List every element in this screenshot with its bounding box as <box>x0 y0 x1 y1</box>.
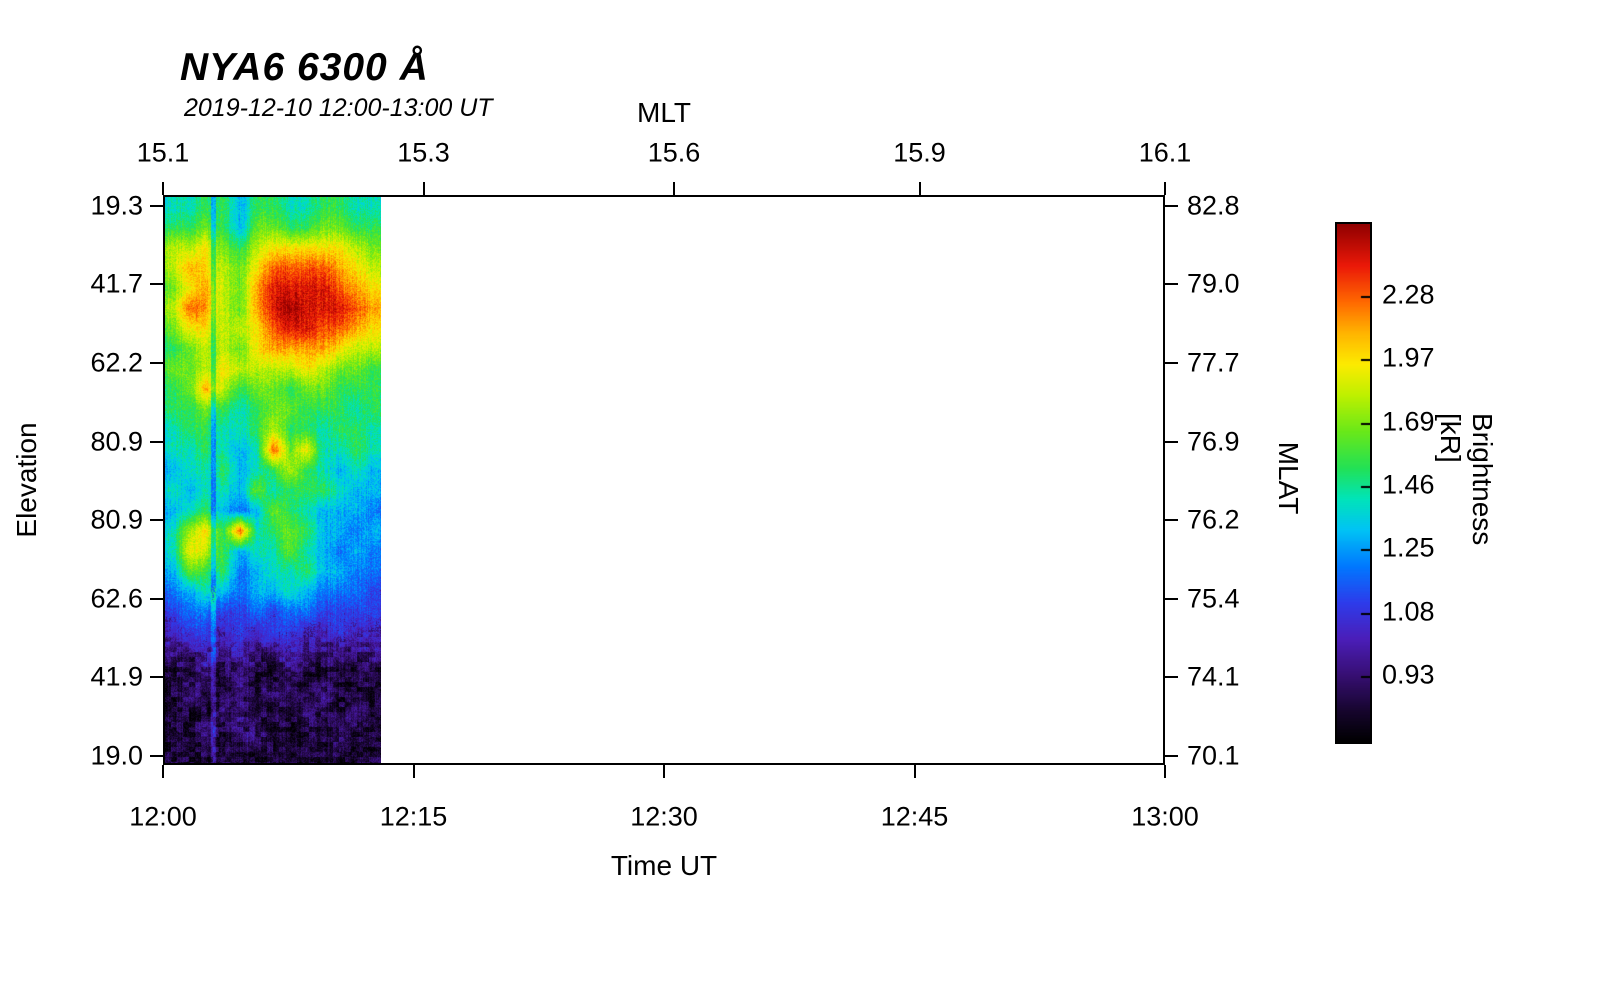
left-tick <box>150 754 163 757</box>
bottom-tick-label: 12:30 <box>630 801 698 832</box>
top-tick <box>1164 182 1166 195</box>
right-axis-title: MLAT <box>1273 441 1304 515</box>
left-tick-label: 41.7 <box>90 268 143 299</box>
left-tick <box>150 204 163 207</box>
right-tick-label: 82.8 <box>1187 190 1240 221</box>
left-tick-label: 19.0 <box>90 740 143 771</box>
left-axis-title: Elevation <box>11 422 42 538</box>
left-tick-label: 80.9 <box>90 504 143 535</box>
top-tick <box>673 182 676 195</box>
top-tick-label: 15.9 <box>893 137 946 168</box>
left-tick <box>150 597 163 600</box>
left-tick <box>150 361 163 364</box>
right-tick-label: 76.9 <box>1187 426 1240 457</box>
bottom-tick-label: 12:15 <box>379 801 448 832</box>
heatmap-canvas <box>165 197 381 763</box>
bottom-tick-label: 13:00 <box>1131 801 1199 832</box>
top-tick-label: 15.6 <box>647 137 701 168</box>
top-tick <box>162 182 164 195</box>
bottom-tick <box>663 765 665 778</box>
colorbar-canvas <box>1337 224 1370 742</box>
left-tick-label: 62.2 <box>90 347 143 378</box>
colorbar-tick-label: 1.25 <box>1382 532 1435 563</box>
right-tick-label: 79.0 <box>1187 268 1240 299</box>
colorbar-tick-label: 1.46 <box>1382 469 1435 500</box>
right-tick-label: 77.7 <box>1187 347 1240 378</box>
top-tick-label: 16.1 <box>1138 137 1192 168</box>
right-tick <box>1165 283 1178 286</box>
top-axis-title: MLT <box>637 97 691 128</box>
right-tick <box>1165 204 1178 207</box>
right-tick-label: 76.2 <box>1187 504 1240 535</box>
bottom-tick-label: 12:00 <box>129 801 197 832</box>
right-tick <box>1165 361 1178 364</box>
right-tick-label: 75.4 <box>1187 583 1240 614</box>
left-tick-label: 19.3 <box>90 190 143 221</box>
left-tick-label: 62.6 <box>90 583 143 614</box>
bottom-tick <box>162 765 164 778</box>
plot-area <box>163 195 1165 765</box>
left-tick <box>150 283 163 286</box>
bottom-tick <box>1164 765 1166 778</box>
bottom-tick <box>913 765 916 778</box>
right-tick-label: 70.1 <box>1187 740 1240 771</box>
right-tick <box>1165 519 1178 522</box>
top-tick-label: 15.1 <box>136 137 190 168</box>
right-tick-label: 74.1 <box>1187 661 1240 692</box>
colorbar-tick-label: 1.08 <box>1382 596 1435 627</box>
left-tick <box>150 519 163 522</box>
chart-subtitle: 2019-12-10 12:00-13:00 UT <box>184 94 493 122</box>
bottom-tick-label: 12:45 <box>880 801 949 832</box>
right-tick <box>1165 440 1178 443</box>
left-tick <box>150 676 163 679</box>
left-tick-label: 41.9 <box>90 661 143 692</box>
left-tick-label: 80.9 <box>90 426 143 457</box>
bottom-tick <box>412 765 415 778</box>
colorbar-tick-label: 1.97 <box>1382 342 1435 373</box>
top-tick <box>918 182 921 195</box>
colorbar-tick-label: 0.93 <box>1382 659 1435 690</box>
chart-title: NYA6 6300 Å <box>180 46 429 89</box>
top-tick <box>422 182 425 195</box>
top-tick-label: 15.3 <box>397 137 450 168</box>
colorbar-tick-label: 2.28 <box>1382 279 1435 310</box>
right-tick <box>1165 754 1178 757</box>
colorbar <box>1335 222 1372 744</box>
left-tick <box>150 440 163 443</box>
right-tick <box>1165 676 1178 679</box>
colorbar-tick-label: 1.69 <box>1382 406 1435 437</box>
right-tick <box>1165 597 1178 600</box>
bottom-axis-title: Time UT <box>610 850 718 881</box>
